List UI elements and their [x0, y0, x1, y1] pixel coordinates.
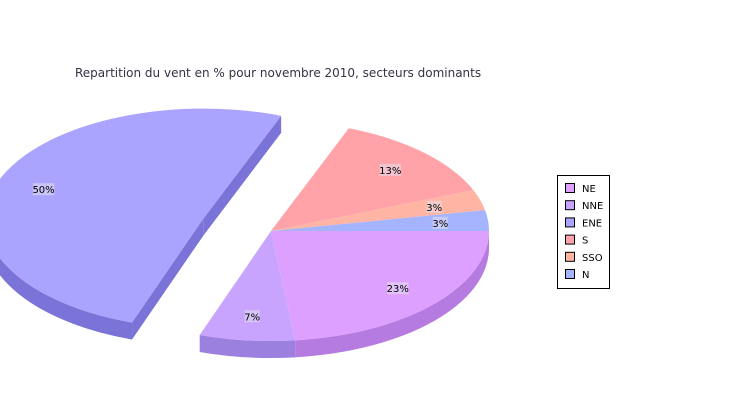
- value-label-bg: [432, 216, 448, 229]
- value-label-bg: [426, 200, 442, 213]
- legend-label-sso: SSO: [582, 253, 603, 264]
- pie-edge-ene-1: [203, 115, 282, 236]
- chart-title: Repartition du vent en % pour novembre 2…: [75, 66, 481, 80]
- legend-label-n: N: [582, 270, 589, 281]
- legend-swatch-ne: [565, 183, 575, 193]
- value-label-bg: [379, 163, 402, 176]
- legend-label-ne: NE: [582, 184, 596, 195]
- legend-label-s: S: [582, 236, 588, 247]
- pie-edge-ene-0: [132, 218, 204, 340]
- value-label-sso: 3%: [426, 203, 442, 214]
- pie-slice-ene: [0, 108, 282, 323]
- pie-slice-ne: [271, 231, 489, 341]
- pie-side-ne: [295, 231, 489, 358]
- value-label-nne: 7%: [244, 312, 260, 323]
- legend-swatch-sso: [565, 251, 575, 262]
- pie-side-nne: [199, 334, 296, 358]
- pie-side-ene: [0, 258, 133, 340]
- legend-swatch-s: [565, 234, 575, 245]
- legend-swatch-nne: [565, 200, 575, 211]
- value-label-ene: 50%: [32, 185, 54, 196]
- value-label-bg: [244, 310, 260, 323]
- legend-swatch-n: [565, 269, 575, 279]
- pie-slice-sso: [271, 190, 486, 231]
- legend-label-nne: NNE: [582, 201, 603, 212]
- legend: NE NNE ENE S SSO N: [557, 175, 610, 289]
- pie-value-labels: 23% 7% 50% 13% 3% 3%: [32, 163, 448, 323]
- value-label-s: 13%: [379, 166, 401, 177]
- pie-sides: [0, 115, 489, 358]
- pie-slice-s: [271, 128, 474, 231]
- value-label-bg: [32, 183, 55, 196]
- legend-label-ene: ENE: [582, 218, 602, 229]
- legend-swatch-ene: [565, 217, 575, 228]
- value-label-ne: 23%: [387, 284, 409, 295]
- pie-slices: [0, 108, 489, 341]
- value-label-bg: [386, 282, 409, 295]
- value-label-n: 3%: [432, 219, 448, 230]
- pie-slice-nne: [199, 231, 296, 341]
